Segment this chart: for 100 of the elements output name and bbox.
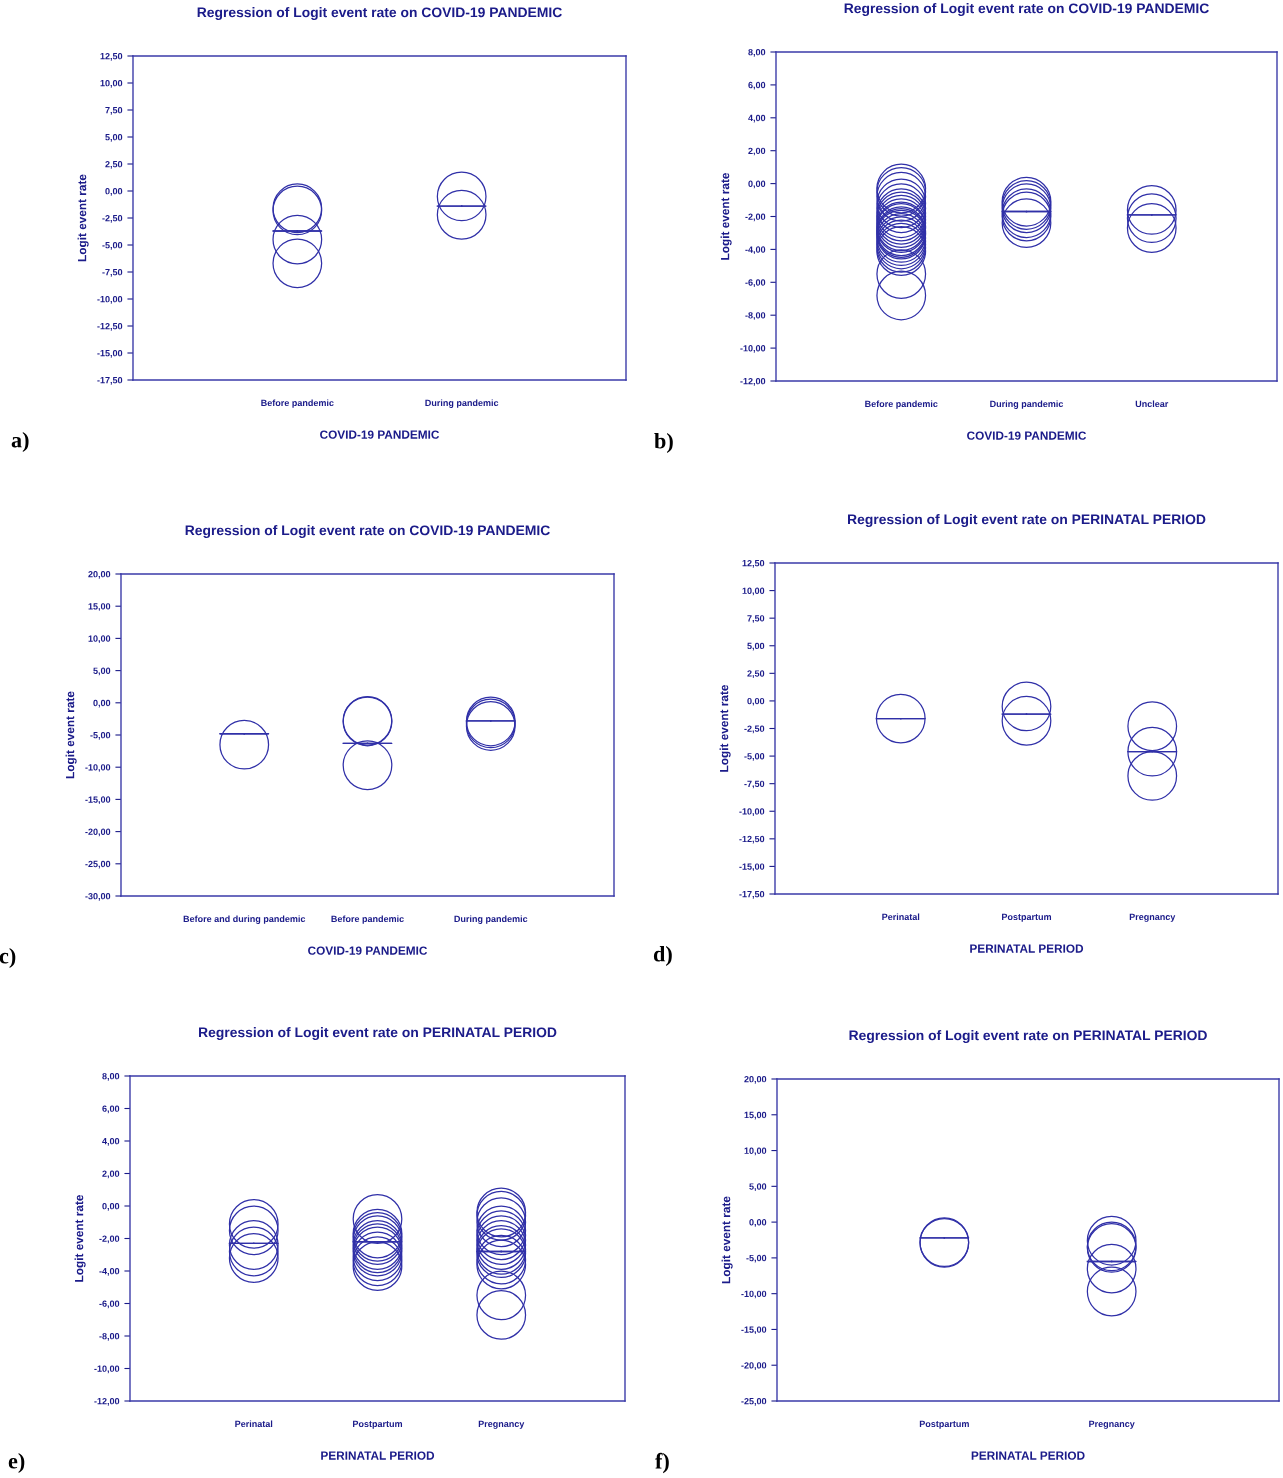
- y-tick-label: 20,00: [744, 1075, 767, 1084]
- y-tick-label: -6,00: [745, 279, 766, 287]
- text: a): [11, 431, 29, 453]
- chart-title: Regression of Logit event rate on COVID-19 PANDEMIC: [185, 525, 550, 539]
- y-tick-label: -8,00: [99, 1332, 120, 1341]
- y-tick-label: -10,00: [741, 1290, 767, 1299]
- y-tick-label: -17,50: [97, 376, 123, 385]
- y-tick-label: 2,50: [105, 160, 123, 169]
- y-tick-label: -15,00: [741, 1326, 767, 1335]
- y-tick-label: 6,00: [748, 81, 766, 90]
- y-tick-label: 15,00: [88, 603, 111, 611]
- text: c): [0, 947, 16, 969]
- x-axis-title: PERINATAL PERIOD: [971, 1451, 1085, 1460]
- y-axis-title: Logit event rate: [77, 174, 89, 262]
- y-tick-label: -12,50: [97, 322, 123, 331]
- y-axis-title: Logit event rate: [65, 691, 77, 779]
- y-tick-label: 2,00: [102, 1170, 120, 1179]
- chart-title: Regression of Logit event rate on COVID-19 PANDEMIC: [844, 3, 1209, 17]
- y-tick-label: -2,50: [744, 725, 765, 734]
- y-tick-label: -7,50: [102, 268, 123, 277]
- y-tick-label: -2,00: [745, 213, 766, 222]
- y-tick-label: 2,50: [747, 670, 765, 678]
- y-tick-label: 20,00: [88, 570, 111, 579]
- x-tick-label: Postpartum: [353, 1420, 403, 1429]
- x-tick-label: Perinatal: [882, 913, 920, 921]
- y-tick-label: 6,00: [102, 1105, 120, 1114]
- chart-title: Regression of Logit event rate on PERINATAL PERIOD: [849, 1030, 1207, 1044]
- x-axis-title: COVID-19 PANDEMIC: [967, 431, 1087, 440]
- y-tick-label: 8,00: [748, 48, 766, 57]
- y-tick-label: -15,00: [739, 863, 765, 872]
- text: d): [653, 945, 672, 967]
- y-tick-label: 5,00: [105, 133, 123, 142]
- y-tick-label: 7,50: [747, 615, 765, 623]
- y-tick-label: -4,00: [99, 1267, 120, 1276]
- y-tick-label: -5,00: [90, 731, 111, 740]
- x-tick-label: During pandemic: [990, 400, 1064, 409]
- y-tick-label: 0,00: [748, 180, 766, 189]
- y-tick-label: 10,00: [100, 79, 123, 88]
- x-axis-title: PERINATAL PERIOD: [321, 1451, 435, 1460]
- y-tick-label: 0,00: [102, 1202, 120, 1211]
- y-tick-label: -17,50: [739, 890, 765, 899]
- y-axis-title: Logit event rate: [720, 172, 732, 260]
- x-tick-label: Perinatal: [235, 1420, 273, 1428]
- y-tick-label: 10,00: [742, 587, 765, 596]
- x-tick-label: Postpartum: [1002, 913, 1052, 922]
- y-tick-label: 0,00: [749, 1219, 767, 1227]
- x-tick-label: Pregnancy: [478, 1420, 525, 1429]
- y-tick-label: 0,00: [105, 187, 123, 196]
- y-tick-label: -15,00: [85, 796, 111, 805]
- y-tick-label: 5,00: [749, 1183, 767, 1191]
- y-axis-title: Logit event rate: [74, 1194, 86, 1282]
- y-tick-label: -20,00: [85, 828, 111, 837]
- y-tick-label: -12,00: [94, 1397, 120, 1406]
- y-tick-label: 5,00: [747, 642, 765, 651]
- y-tick-label: -2,00: [99, 1235, 120, 1244]
- y-axis-title: Logit event rate: [719, 684, 731, 772]
- y-tick-label: 12,50: [100, 52, 123, 61]
- y-tick-label: -5,00: [744, 753, 765, 761]
- y-tick-label: -10,00: [85, 764, 111, 772]
- x-axis-title: COVID-19 PANDEMIC: [320, 430, 440, 439]
- y-tick-label: -25,00: [741, 1397, 767, 1406]
- y-tick-label: 10,00: [88, 635, 111, 644]
- y-tick-label: -30,00: [85, 892, 111, 901]
- x-tick-label: Before and during pandemic: [183, 915, 306, 924]
- x-tick-label: Pregnancy: [1089, 1420, 1135, 1429]
- y-tick-label: -7,50: [744, 780, 765, 789]
- y-axis-title: Logit event rate: [721, 1196, 733, 1284]
- y-tick-label: 5,00: [93, 667, 111, 676]
- chart-title: Regression of Logit event rate on COVID-19 PANDEMIC: [197, 7, 562, 21]
- y-tick-label: -20,00: [741, 1362, 767, 1370]
- y-tick-label: -6,00: [99, 1300, 120, 1309]
- x-tick-label: Before pandemic: [261, 399, 334, 408]
- y-tick-label: -5,00: [102, 241, 123, 250]
- y-tick-label: 15,00: [744, 1111, 767, 1120]
- y-tick-label: -10,00: [97, 295, 123, 304]
- y-tick-label: -12,50: [739, 835, 765, 844]
- x-axis-title: COVID-19 PANDEMIC: [308, 946, 428, 955]
- y-tick-label: -15,00: [97, 349, 123, 358]
- x-tick-label: Unclear: [1135, 400, 1169, 408]
- x-tick-label: Before pandemic: [865, 400, 938, 409]
- x-tick-label: During pandemic: [454, 915, 528, 924]
- x-axis-title: PERINATAL PERIOD: [970, 944, 1084, 953]
- text: b): [654, 432, 673, 454]
- x-tick-label: During pandemic: [425, 399, 499, 408]
- y-tick-label: -2,50: [102, 214, 123, 223]
- y-tick-label: 0,00: [93, 699, 111, 708]
- y-tick-label: 8,00: [102, 1072, 120, 1081]
- y-tick-label: 10,00: [744, 1147, 767, 1156]
- y-tick-label: 4,00: [748, 114, 766, 123]
- y-tick-label: -10,00: [94, 1365, 120, 1374]
- x-tick-label: Postpartum: [919, 1420, 969, 1429]
- y-tick-label: -10,00: [740, 345, 766, 353]
- y-tick-label: 0,00: [747, 697, 765, 706]
- y-tick-label: -8,00: [745, 312, 766, 320]
- y-tick-label: -10,00: [739, 808, 765, 816]
- chart-title: Regression of Logit event rate on PERINATAL PERIOD: [199, 1027, 557, 1041]
- chart-title: Regression of Logit event rate on PERINATAL PERIOD: [848, 514, 1206, 528]
- text: e): [8, 1452, 25, 1474]
- y-tick-label: 12,50: [742, 559, 765, 568]
- y-tick-label: 7,50: [105, 106, 123, 115]
